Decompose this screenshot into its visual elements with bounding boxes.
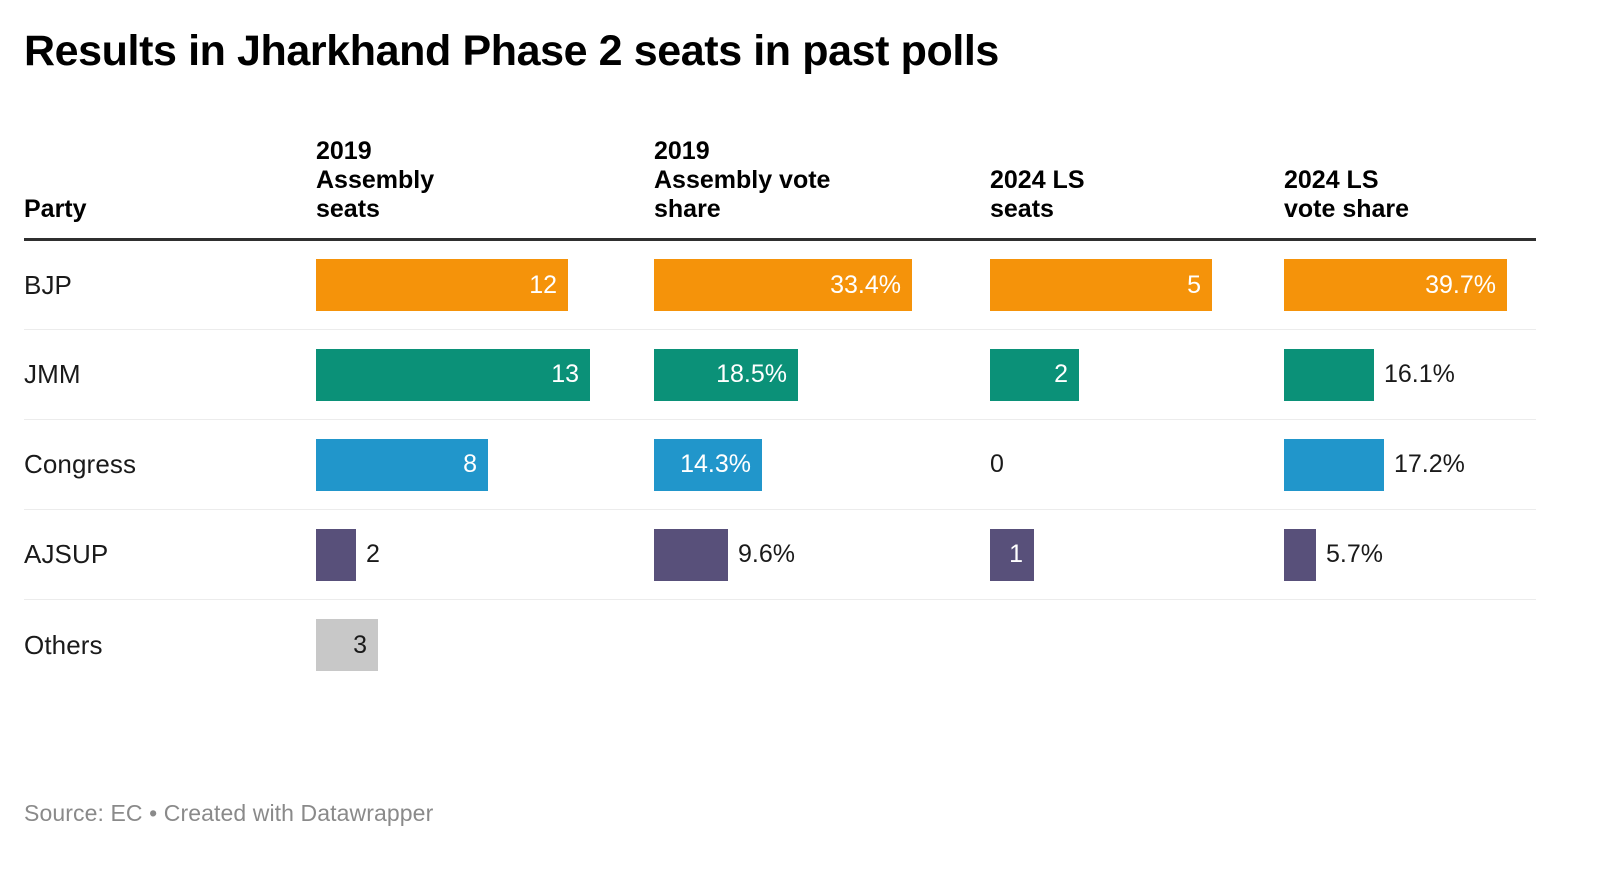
bar (1284, 528, 1316, 581)
bar-wrapper: 16.1% (1284, 348, 1536, 401)
bar-cell-seats-2019: 3 (316, 600, 654, 690)
bar-wrapper: 5.7% (1284, 528, 1536, 581)
bar-cell-vote-2019: 33.4% (654, 240, 990, 330)
bar: 39.7% (1284, 259, 1507, 312)
bar-cell-vote-2019: 18.5% (654, 330, 990, 420)
bar-cell-seats-2024: 0 (990, 420, 1284, 510)
bar-wrapper: 33.4% (654, 259, 990, 312)
bar-value-label: 33.4% (830, 270, 901, 299)
source-note: Source: EC • Created with Datawrapper (24, 800, 434, 826)
party-name-cell: JMM (24, 359, 81, 390)
column-header-2019-assembly-seats: 2019 Assembly seats (316, 137, 435, 224)
bar-value-label: 1 (1009, 540, 1023, 569)
bar-value-label: 5 (1187, 270, 1201, 299)
header-row: Party 2019 Assembly seats 2019 Assembly … (24, 137, 1536, 240)
column-header-2024-ls-vote-share: 2024 LS vote share (1284, 166, 1410, 224)
bar-wrapper: 18.5% (654, 348, 990, 401)
bar-cell-vote-2019: 9.6% (654, 510, 990, 600)
table-row: JMM 13 18.5% 2 16.1% (24, 330, 1536, 420)
bar-wrapper: 39.7% (1284, 259, 1536, 312)
bar: 33.4% (654, 259, 912, 312)
bar-wrapper: 13 (316, 348, 654, 401)
results-table: Party 2019 Assembly seats 2019 Assembly … (24, 137, 1536, 690)
bar-wrapper (654, 619, 990, 671)
bar-cell-vote-2024 (1284, 600, 1536, 690)
bar: 3 (316, 619, 378, 672)
bar: 2 (990, 348, 1079, 401)
bar: 18.5% (654, 348, 798, 401)
bar-wrapper: 0 (990, 439, 1284, 491)
bar-value-label: 17.2% (1394, 450, 1465, 479)
bar-cell-seats-2024: 1 (990, 510, 1284, 600)
bar-cell-vote-2024: 16.1% (1284, 330, 1536, 420)
bar-value-label: 3 (353, 630, 367, 659)
bar (1284, 438, 1384, 491)
bar: 8 (316, 438, 488, 491)
bar-cell-vote-2024: 5.7% (1284, 510, 1536, 600)
bar-wrapper: 17.2% (1284, 438, 1536, 491)
bar-wrapper: 3 (316, 619, 654, 672)
table-row: BJP 12 33.4% 5 39.7% (24, 240, 1536, 330)
bar-value-label: 8 (463, 450, 477, 479)
column-header-2019-assembly-vote-share: 2019 Assembly vote share (654, 137, 831, 224)
bar: 5 (990, 259, 1212, 312)
bar-wrapper: 5 (990, 259, 1284, 312)
bar-value-label: 0 (990, 450, 1004, 479)
party-name-cell: Congress (24, 449, 137, 480)
bar-wrapper: 14.3% (654, 438, 990, 491)
bar-value-label: 14.3% (680, 450, 751, 479)
bar (654, 528, 728, 581)
bar-cell-seats-2024: 5 (990, 240, 1284, 330)
table-row: AJSUP 2 9.6% 1 5.7% (24, 510, 1536, 600)
party-name-cell: BJP (24, 269, 72, 300)
bar-value-label: 13 (551, 360, 579, 389)
bar-cell-seats-2019: 13 (316, 330, 654, 420)
bar-wrapper: 8 (316, 438, 654, 491)
table-row: Others 3 (24, 600, 1536, 690)
bar-cell-vote-2019 (654, 600, 990, 690)
bar-wrapper: 2 (990, 348, 1284, 401)
bar-wrapper: 2 (316, 528, 654, 581)
bar-wrapper: 9.6% (654, 528, 990, 581)
bar-cell-vote-2024: 17.2% (1284, 420, 1536, 510)
bar-cell-vote-2019: 14.3% (654, 420, 990, 510)
bar-wrapper (1284, 619, 1536, 671)
bar-value-label: 5.7% (1326, 540, 1383, 569)
bar: 13 (316, 348, 590, 401)
page-title: Results in Jharkhand Phase 2 seats in pa… (24, 27, 999, 75)
bar-cell-seats-2019: 8 (316, 420, 654, 510)
bar-value-label: 9.6% (738, 540, 795, 569)
bar-value-label: 2 (366, 540, 380, 569)
column-header-party: Party (24, 195, 87, 224)
bar-wrapper: 12 (316, 259, 654, 312)
table-body: BJP 12 33.4% 5 39.7% JMM 13 18.5% 2 16.1% Congress… (24, 240, 1536, 690)
table-header: Party 2019 Assembly seats 2019 Assembly … (24, 137, 1536, 240)
bar: 1 (990, 528, 1034, 581)
bar-cell-seats-2019: 2 (316, 510, 654, 600)
bar-value-label: 2 (1054, 360, 1068, 389)
bar-wrapper: 1 (990, 528, 1284, 581)
bar-value-label: 18.5% (716, 360, 787, 389)
bar-cell-seats-2024 (990, 600, 1284, 690)
bar-cell-seats-2019: 12 (316, 240, 654, 330)
bar-value-label: 16.1% (1384, 360, 1455, 389)
bar-cell-vote-2024: 39.7% (1284, 240, 1536, 330)
bar-cell-seats-2024: 2 (990, 330, 1284, 420)
party-name-cell: AJSUP (24, 539, 109, 570)
table-row: Congress 8 14.3% 0 17.2% (24, 420, 1536, 510)
bar-value-label: 39.7% (1425, 270, 1496, 299)
bar-wrapper (990, 619, 1284, 671)
bar (316, 528, 356, 581)
party-name-cell: Others (24, 629, 103, 660)
bar: 14.3% (654, 438, 762, 491)
column-header-2024-ls-seats: 2024 LS seats (990, 166, 1085, 224)
bar-value-label: 12 (529, 270, 557, 299)
bar (1284, 348, 1374, 401)
bar: 12 (316, 259, 568, 312)
